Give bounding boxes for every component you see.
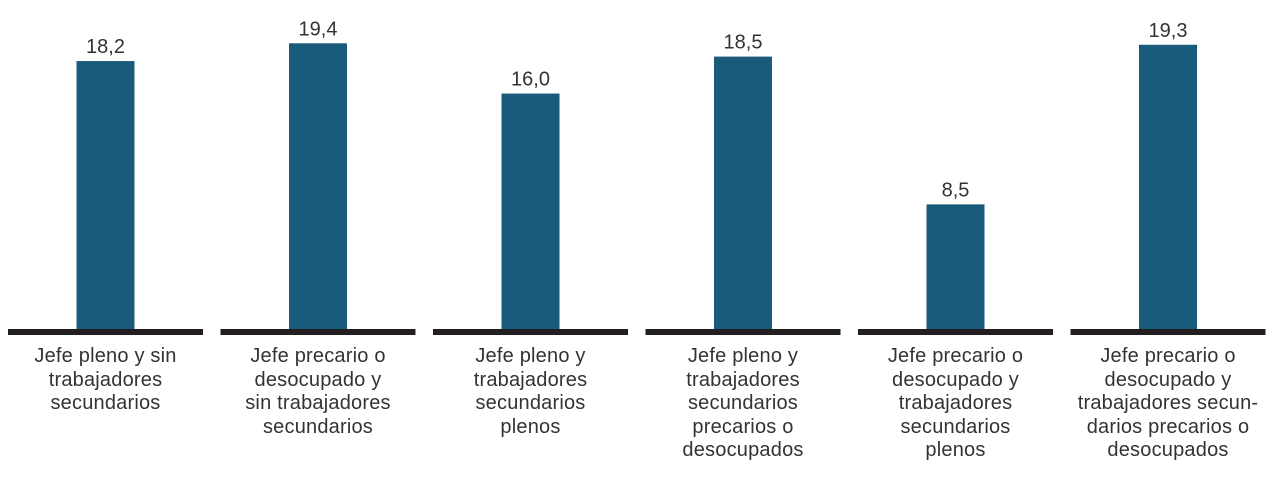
category-label-line: desocupados [682, 439, 804, 461]
category-label-6: Jefe precario o desocupado y trabajadores … [1068, 345, 1268, 463]
category-label-line: Jefe pleno y [475, 345, 586, 367]
data-label-2: 19,4 [299, 18, 338, 40]
category-label-line: sin trabajadores [245, 392, 391, 414]
data-label-5: 8,5 [942, 179, 970, 201]
data-label-1: 18,2 [86, 36, 125, 58]
category-label-line: secundarios [475, 392, 586, 414]
category-label-5: Jefe precario o desocupado y trabajadores s… [856, 345, 1056, 463]
data-label-4: 18,5 [724, 32, 763, 54]
data-label-6: 19,3 [1149, 20, 1188, 42]
category-label-line: Jefe pleno y sin [34, 345, 177, 367]
category-label-line: trabajadores [48, 368, 163, 391]
category-label-line: desocupado y [1104, 368, 1232, 391]
baseline-segment-4 [645, 329, 841, 335]
category-label-line: trabajadores [473, 368, 588, 391]
bar-5 [926, 204, 985, 330]
category-label-line: desocupado y [254, 368, 382, 391]
baseline-segment-2 [220, 329, 416, 335]
bar-3 [501, 93, 560, 330]
baseline-segment-6 [1070, 329, 1266, 335]
category-label-line: Jefe precario o [1100, 345, 1236, 367]
category-label-line: trabajadores [898, 392, 1013, 414]
category-label-line: plenos [925, 439, 986, 461]
category-label-4: Jefe pleno y trabajadores secundarios preca… [643, 345, 843, 463]
category-label-line: Jefe precario o [250, 345, 386, 367]
data-label-3: 16,0 [511, 69, 550, 91]
bar-1 [76, 61, 135, 330]
category-label-line: trabajadores secun- [1077, 392, 1259, 414]
category-label-line: desocupados [1107, 439, 1229, 461]
category-label-line: secundarios [900, 415, 1011, 438]
category-label-line: desocupado y [892, 368, 1019, 391]
bar-2 [289, 43, 347, 331]
baseline-segment-3 [433, 329, 628, 335]
category-label-line: precarios o [692, 415, 794, 438]
category-label-line: Jefe precario o [887, 345, 1024, 367]
category-label-line: secundarios [262, 415, 374, 438]
category-label-line: Jefe pleno y [687, 345, 799, 367]
category-label-line: trabajadores [686, 368, 800, 391]
bar-4 [714, 56, 772, 331]
bar-6 [1139, 44, 1197, 331]
baseline-segment-1 [8, 329, 203, 335]
category-label-line: darios precarios o [1086, 415, 1250, 438]
category-label-line: plenos [500, 415, 561, 438]
category-label-3: Jefe pleno y trabajadores secundarios pleno… [431, 345, 631, 439]
category-label-line: secundarios [687, 392, 799, 414]
category-label-1: Jefe pleno y sin trabajadores secundarios [6, 345, 206, 416]
baseline-segment-5 [858, 329, 1053, 335]
category-label-line: secundarios [50, 392, 161, 414]
category-label-2: Jefe precario o desocupado y sin trabajado… [218, 345, 418, 439]
